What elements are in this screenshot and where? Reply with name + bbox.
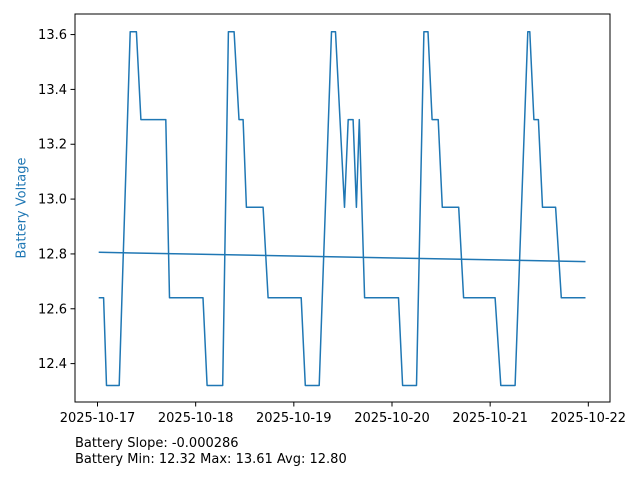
battery-voltage [98, 31, 586, 387]
x-tick-label: 2025-10-18 [158, 411, 234, 426]
y-tick-label: 13.6 [38, 28, 67, 43]
battery-slope-annotation: Battery Slope: -0.000286 [75, 436, 239, 451]
axes-spines [74, 13, 611, 403]
y-axis-label: Battery Voltage [14, 157, 30, 259]
battery-min-max-avg-annotation: Battery Min: 12.32 Max: 13.61 Avg: 12.80 [75, 452, 347, 467]
x-tick-label: 2025-10-19 [256, 411, 332, 426]
x-tick-label: 2025-10-21 [452, 411, 528, 426]
y-tick-label: 12.6 [38, 302, 67, 317]
y-tick-label: 13.2 [38, 138, 67, 153]
trend-line [98, 251, 586, 263]
y-tick-label: 13.0 [38, 193, 67, 208]
y-tick-label: 12.4 [38, 357, 67, 372]
y-tick-label: 13.4 [38, 83, 67, 98]
x-tick-label: 2025-10-17 [60, 411, 136, 426]
x-tick-label: 2025-10-22 [551, 411, 627, 426]
y-tick-label: 12.8 [38, 247, 67, 262]
x-tick-label: 2025-10-20 [354, 411, 430, 426]
